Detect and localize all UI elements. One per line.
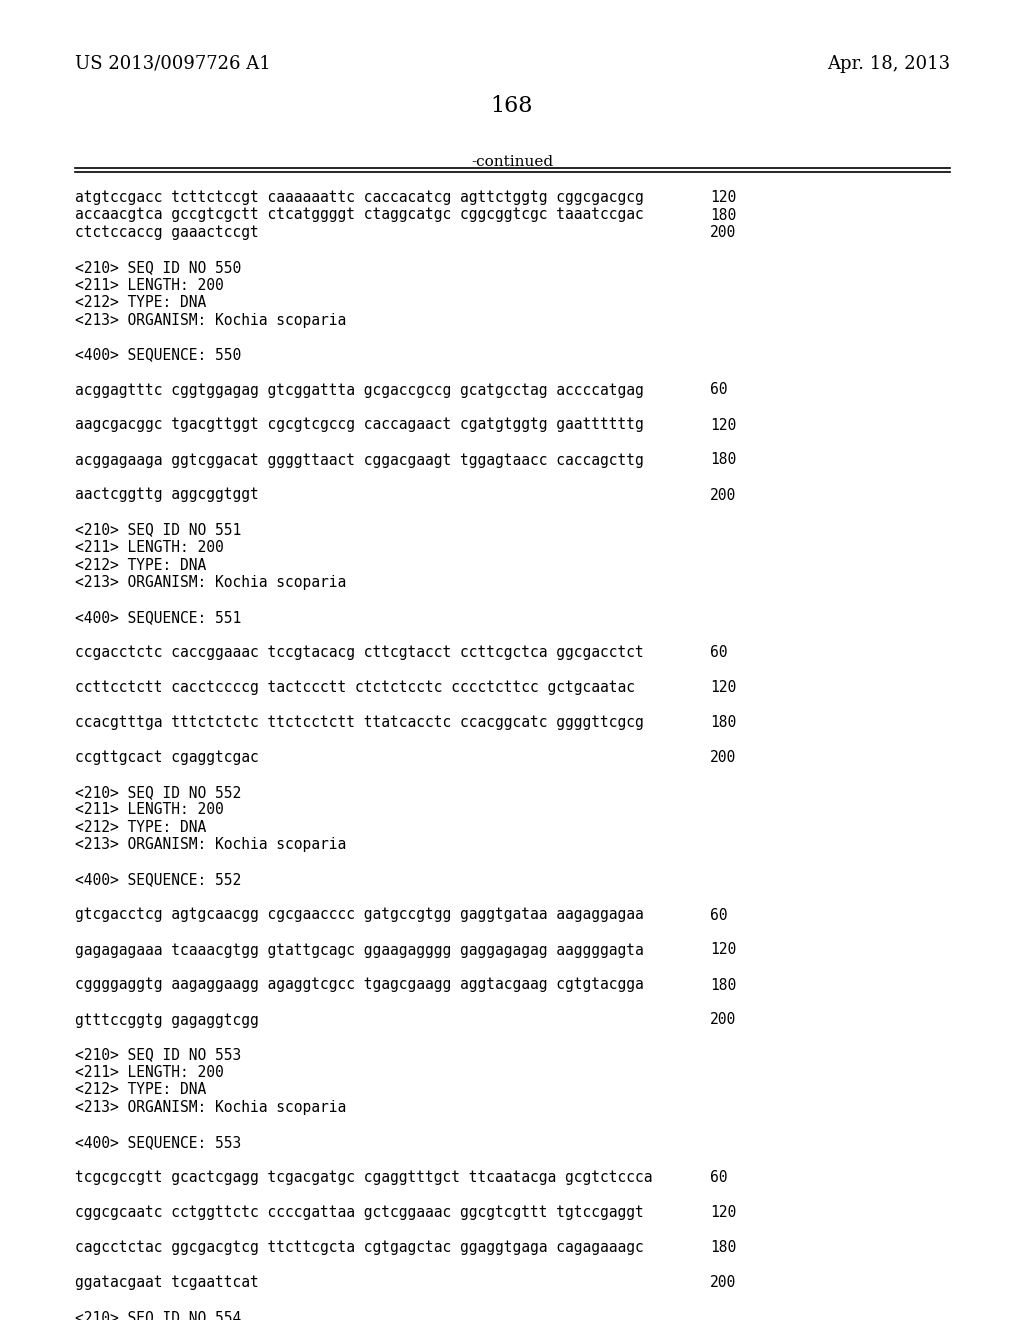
Text: 180: 180 xyxy=(710,453,736,467)
Text: <212> TYPE: DNA: <212> TYPE: DNA xyxy=(75,1082,206,1097)
Text: ccgttgcact cgaggtcgac: ccgttgcact cgaggtcgac xyxy=(75,750,259,766)
Text: 120: 120 xyxy=(710,417,736,433)
Text: <210> SEQ ID NO 554: <210> SEQ ID NO 554 xyxy=(75,1309,242,1320)
Text: atgtccgacc tcttctccgt caaaaaattc caccacatcg agttctggtg cggcgacgcg: atgtccgacc tcttctccgt caaaaaattc caccaca… xyxy=(75,190,644,205)
Text: <213> ORGANISM: Kochia scoparia: <213> ORGANISM: Kochia scoparia xyxy=(75,1100,346,1115)
Text: <212> TYPE: DNA: <212> TYPE: DNA xyxy=(75,294,206,310)
Text: 60: 60 xyxy=(710,383,727,397)
Text: 180: 180 xyxy=(710,978,736,993)
Text: <213> ORGANISM: Kochia scoparia: <213> ORGANISM: Kochia scoparia xyxy=(75,837,346,853)
Text: 168: 168 xyxy=(490,95,534,117)
Text: cggggaggtg aagaggaagg agaggtcgcc tgagcgaagg aggtacgaag cgtgtacgga: cggggaggtg aagaggaagg agaggtcgcc tgagcga… xyxy=(75,978,644,993)
Text: gagagagaaa tcaaacgtgg gtattgcagc ggaagagggg gaggagagag aaggggagta: gagagagaaa tcaaacgtgg gtattgcagc ggaagag… xyxy=(75,942,644,957)
Text: ggatacgaat tcgaattcat: ggatacgaat tcgaattcat xyxy=(75,1275,259,1290)
Text: <213> ORGANISM: Kochia scoparia: <213> ORGANISM: Kochia scoparia xyxy=(75,313,346,327)
Text: <400> SEQUENCE: 551: <400> SEQUENCE: 551 xyxy=(75,610,242,624)
Text: -continued: -continued xyxy=(471,154,553,169)
Text: <212> TYPE: DNA: <212> TYPE: DNA xyxy=(75,820,206,836)
Text: ccttcctctt cacctccccg tactccctt ctctctcctc cccctcttcc gctgcaatac: ccttcctctt cacctccccg tactccctt ctctctcc… xyxy=(75,680,635,696)
Text: <212> TYPE: DNA: <212> TYPE: DNA xyxy=(75,557,206,573)
Text: 180: 180 xyxy=(710,715,736,730)
Text: acggagaaga ggtcggacat ggggttaact cggacgaagt tggagtaacc caccagcttg: acggagaaga ggtcggacat ggggttaact cggacga… xyxy=(75,453,644,467)
Text: <211> LENGTH: 200: <211> LENGTH: 200 xyxy=(75,803,224,817)
Text: gtcgacctcg agtgcaacgg cgcgaacccc gatgccgtgg gaggtgataa aagaggagaa: gtcgacctcg agtgcaacgg cgcgaacccc gatgccg… xyxy=(75,908,644,923)
Text: <400> SEQUENCE: 550: <400> SEQUENCE: 550 xyxy=(75,347,242,363)
Text: <211> LENGTH: 200: <211> LENGTH: 200 xyxy=(75,277,224,293)
Text: ctctccaccg gaaactccgt: ctctccaccg gaaactccgt xyxy=(75,224,259,240)
Text: acggagtttc cggtggagag gtcggattta gcgaccgccg gcatgcctag accccatgag: acggagtttc cggtggagag gtcggattta gcgaccg… xyxy=(75,383,644,397)
Text: 200: 200 xyxy=(710,1275,736,1290)
Text: <210> SEQ ID NO 550: <210> SEQ ID NO 550 xyxy=(75,260,242,275)
Text: 200: 200 xyxy=(710,487,736,503)
Text: 120: 120 xyxy=(710,1205,736,1220)
Text: cggcgcaatc cctggttctc ccccgattaa gctcggaaac ggcgtcgttt tgtccgaggt: cggcgcaatc cctggttctc ccccgattaa gctcgga… xyxy=(75,1205,644,1220)
Text: ccgacctctc caccggaaac tccgtacacg cttcgtacct ccttcgctca ggcgacctct: ccgacctctc caccggaaac tccgtacacg cttcgta… xyxy=(75,645,644,660)
Text: gtttccggtg gagaggtcgg: gtttccggtg gagaggtcgg xyxy=(75,1012,259,1027)
Text: <210> SEQ ID NO 551: <210> SEQ ID NO 551 xyxy=(75,523,242,537)
Text: ccacgtttga tttctctctc ttctcctctt ttatcacctc ccacggcatc ggggttcgcg: ccacgtttga tttctctctc ttctcctctt ttatcac… xyxy=(75,715,644,730)
Text: 180: 180 xyxy=(710,1239,736,1255)
Text: <211> LENGTH: 200: <211> LENGTH: 200 xyxy=(75,1065,224,1080)
Text: <210> SEQ ID NO 552: <210> SEQ ID NO 552 xyxy=(75,785,242,800)
Text: tcgcgccgtt gcactcgagg tcgacgatgc cgaggtttgct ttcaatacga gcgtctccca: tcgcgccgtt gcactcgagg tcgacgatgc cgaggtt… xyxy=(75,1170,652,1185)
Text: <400> SEQUENCE: 553: <400> SEQUENCE: 553 xyxy=(75,1135,242,1150)
Text: 200: 200 xyxy=(710,224,736,240)
Text: 120: 120 xyxy=(710,190,736,205)
Text: 200: 200 xyxy=(710,1012,736,1027)
Text: <213> ORGANISM: Kochia scoparia: <213> ORGANISM: Kochia scoparia xyxy=(75,576,346,590)
Text: US 2013/0097726 A1: US 2013/0097726 A1 xyxy=(75,55,270,73)
Text: aactcggttg aggcggtggt: aactcggttg aggcggtggt xyxy=(75,487,259,503)
Text: 120: 120 xyxy=(710,680,736,696)
Text: <211> LENGTH: 200: <211> LENGTH: 200 xyxy=(75,540,224,554)
Text: 120: 120 xyxy=(710,942,736,957)
Text: accaacgtca gccgtcgctt ctcatggggt ctaggcatgc cggcggtcgc taaatccgac: accaacgtca gccgtcgctt ctcatggggt ctaggca… xyxy=(75,207,644,223)
Text: <400> SEQUENCE: 552: <400> SEQUENCE: 552 xyxy=(75,873,242,887)
Text: <210> SEQ ID NO 553: <210> SEQ ID NO 553 xyxy=(75,1048,242,1063)
Text: Apr. 18, 2013: Apr. 18, 2013 xyxy=(826,55,950,73)
Text: aagcgacggc tgacgttggt cgcgtcgccg caccagaact cgatgtggtg gaattttttg: aagcgacggc tgacgttggt cgcgtcgccg caccaga… xyxy=(75,417,644,433)
Text: cagcctctac ggcgacgtcg ttcttcgcta cgtgagctac ggaggtgaga cagagaaagc: cagcctctac ggcgacgtcg ttcttcgcta cgtgagc… xyxy=(75,1239,644,1255)
Text: 180: 180 xyxy=(710,207,736,223)
Text: 200: 200 xyxy=(710,750,736,766)
Text: 60: 60 xyxy=(710,908,727,923)
Text: 60: 60 xyxy=(710,1170,727,1185)
Text: 60: 60 xyxy=(710,645,727,660)
